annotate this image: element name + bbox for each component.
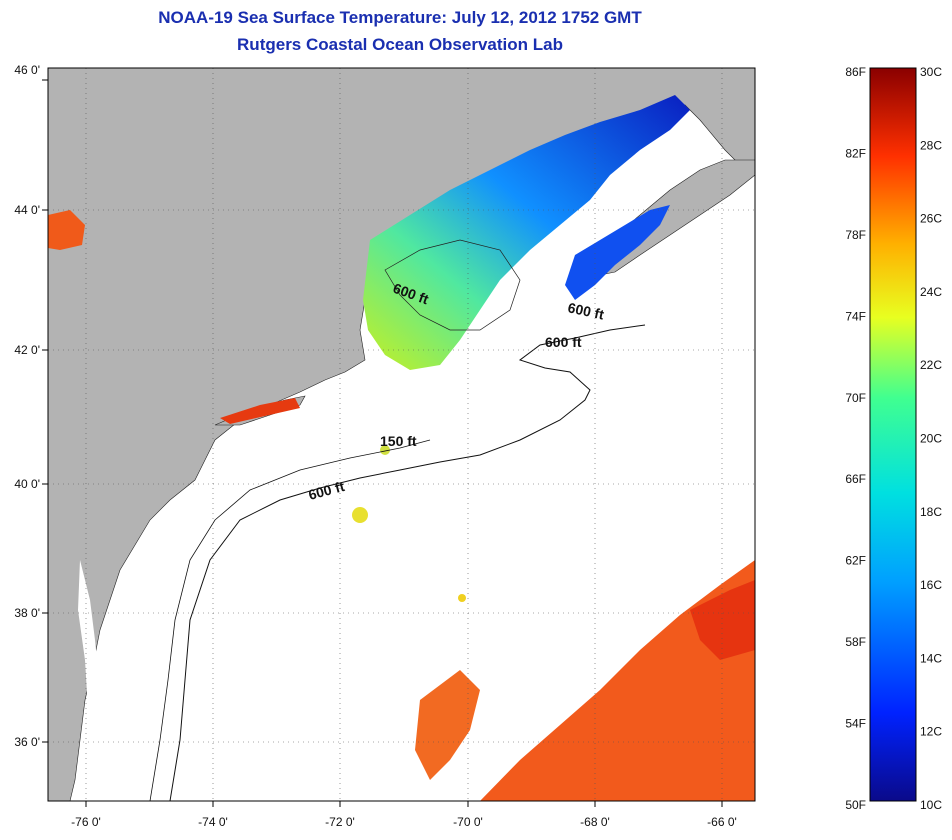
colorbar-c-label: 10C xyxy=(920,798,942,812)
colorbar-celsius-labels: 30C 28C 26C 24C 22C 20C 18C 16C 14C 12C 10C xyxy=(920,65,942,812)
lon-label: -72 0' xyxy=(325,815,355,829)
colorbar-c-label: 14C xyxy=(920,651,942,665)
lat-lon-grid xyxy=(48,68,755,801)
axis-ticks xyxy=(42,79,723,807)
lon-label: -70 0' xyxy=(453,815,483,829)
warm-sound-patch xyxy=(220,398,300,424)
depth-contour-600ft xyxy=(169,324,646,801)
lon-label: -74 0' xyxy=(198,815,228,829)
colorbar-f-label: 74F xyxy=(845,309,866,323)
lon-label: -76 0' xyxy=(71,815,101,829)
colorbar-fahrenheit-labels: 86F 82F 78F 74F 70F 66F 62F 58F 54F 50F xyxy=(845,65,866,812)
colorbar xyxy=(869,67,917,802)
colorbar-c-label: 12C xyxy=(920,725,942,739)
colorbar-f-label: 58F xyxy=(845,635,866,649)
colorbar-c-label: 16C xyxy=(920,578,942,592)
warm-lake-patch xyxy=(48,210,85,250)
colorbar-c-label: 24C xyxy=(920,285,942,299)
lat-label: 40 0' xyxy=(14,477,40,491)
gulf-stream-sst xyxy=(480,560,755,801)
lon-label: -66 0' xyxy=(707,815,737,829)
gulf-stream-sst-west xyxy=(415,670,480,780)
colorbar-f-label: 78F xyxy=(845,228,866,242)
lat-label: 44 0' xyxy=(14,203,40,217)
map-subtitle: Rutgers Coastal Ocean Observation Lab xyxy=(237,35,563,54)
colorbar-c-label: 26C xyxy=(920,212,942,226)
depth-contour-gom xyxy=(384,239,521,331)
colorbar-f-label: 70F xyxy=(845,391,866,405)
colorbar-f-label: 86F xyxy=(845,65,866,79)
sst-speck xyxy=(458,594,466,602)
colorbar-f-label: 62F xyxy=(845,554,866,568)
colorbar-c-label: 18C xyxy=(920,505,942,519)
colorbar-f-label: 54F xyxy=(845,717,866,731)
colorbar-c-label: 22C xyxy=(920,358,942,372)
depth-label: 600 ft xyxy=(545,334,582,350)
lat-label: 46 0' xyxy=(14,63,40,77)
colorbar-c-label: 28C xyxy=(920,138,942,152)
lat-label: 42 0' xyxy=(14,343,40,357)
lat-label: 36 0' xyxy=(14,735,40,749)
depth-contour-150ft xyxy=(149,439,431,801)
colorbar-c-label: 30C xyxy=(920,65,942,79)
depth-label: 600 ft xyxy=(566,299,605,322)
gulf-of-maine-sst xyxy=(363,95,690,370)
lat-label: 38 0' xyxy=(14,606,40,620)
gulf-stream-sst-hotspot xyxy=(690,580,755,660)
depth-label: 150 ft xyxy=(380,433,417,449)
lon-label: -68 0' xyxy=(580,815,610,829)
colorbar-f-label: 50F xyxy=(845,798,866,812)
chesapeake-bay xyxy=(72,560,100,801)
colorbar-f-label: 66F xyxy=(845,472,866,486)
colorbar-f-label: 82F xyxy=(845,146,866,160)
nova-scotia-shelf-sst xyxy=(565,205,670,300)
colorbar-c-label: 20C xyxy=(920,432,942,446)
sst-speck xyxy=(380,445,390,455)
map-title: NOAA-19 Sea Surface Temperature: July 12… xyxy=(158,8,642,27)
sst-speck xyxy=(352,507,368,523)
map-frame xyxy=(47,67,756,802)
